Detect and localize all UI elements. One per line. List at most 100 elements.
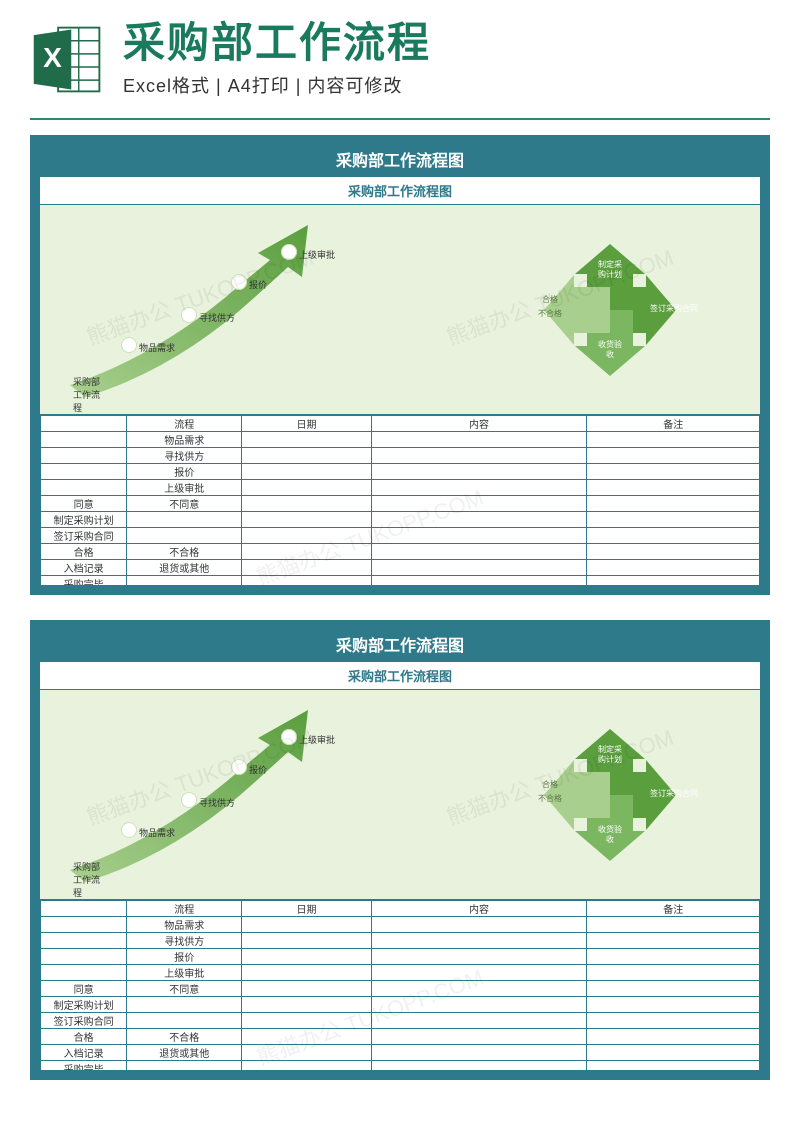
table-cell <box>242 933 371 949</box>
table-cell <box>587 917 760 933</box>
curve-step-label: 报价 <box>249 763 267 776</box>
table-header-cell: 内容 <box>371 416 587 432</box>
curve-step-label: 上级审批 <box>299 733 335 746</box>
sheet-title: 采购部工作流程图 <box>39 629 761 662</box>
worksheet: 采购部工作流程图采购部工作流程图 采购部 工作流 程物品需求寻找供方报价上级审批… <box>30 135 770 595</box>
table-row: 物品需求 <box>41 917 760 933</box>
process-table: 流程日期内容备注物品需求寻找供方报价上级审批同意不同意制定采购计划签订采购合同合… <box>40 900 760 1077</box>
table-header-cell: 流程 <box>127 416 242 432</box>
sheet-subtitle: 采购部工作流程图 <box>40 177 760 205</box>
table-cell <box>41 965 127 981</box>
curve-step-label: 物品需求 <box>139 341 175 354</box>
table-row: 签订采购合同 <box>41 1013 760 1029</box>
table-cell <box>242 528 371 544</box>
table-cell <box>127 997 242 1013</box>
table-cell <box>371 997 587 1013</box>
table-cell: 同意 <box>41 496 127 512</box>
table-row: 签订采购合同 <box>41 528 760 544</box>
table-cell <box>587 965 760 981</box>
worksheet: 采购部工作流程图采购部工作流程图 采购部 工作流 程物品需求寻找供方报价上级审批… <box>30 620 770 1080</box>
table-cell <box>587 981 760 997</box>
table-cell: 合格 <box>41 1029 127 1045</box>
curve-step-label: 上级审批 <box>299 248 335 261</box>
table-row: 物品需求 <box>41 432 760 448</box>
table-cell <box>41 917 127 933</box>
table-cell <box>587 560 760 576</box>
cross-arrow-label: 收货验 收 <box>590 340 630 359</box>
table-cell <box>371 917 587 933</box>
table-cell <box>242 480 371 496</box>
table-cell <box>371 512 587 528</box>
table-cell <box>371 1029 587 1045</box>
table-cell <box>127 528 242 544</box>
table-row: 入档记录退货或其他 <box>41 1045 760 1061</box>
table-cell <box>371 965 587 981</box>
table-cell: 退货或其他 <box>127 560 242 576</box>
table-cell <box>127 1061 242 1077</box>
diagram-area: 采购部 工作流 程物品需求寻找供方报价上级审批制定采 购计划签订采购合同收货验 … <box>40 690 760 900</box>
table-cell <box>242 496 371 512</box>
table-cell <box>587 576 760 592</box>
table-cell <box>371 981 587 997</box>
table-cell <box>371 576 587 592</box>
table-cell <box>242 560 371 576</box>
table-row: 同意不同意 <box>41 496 760 512</box>
table-cell: 上级审批 <box>127 965 242 981</box>
table-cell: 签订采购合同 <box>41 1013 127 1029</box>
table-area: 流程日期内容备注物品需求寻找供方报价上级审批同意不同意制定采购计划签订采购合同合… <box>40 415 760 592</box>
table-row: 同意不同意 <box>41 981 760 997</box>
curve-step-label: 采购部 工作流 程 <box>73 860 100 899</box>
table-cell: 上级审批 <box>127 480 242 496</box>
table-cell <box>587 448 760 464</box>
table-cell <box>127 1013 242 1029</box>
table-cell: 报价 <box>127 949 242 965</box>
table-row: 上级审批 <box>41 965 760 981</box>
table-cell: 寻找供方 <box>127 448 242 464</box>
table-header-cell <box>41 416 127 432</box>
table-cell <box>587 544 760 560</box>
table-cell <box>242 464 371 480</box>
curve-step-label: 寻找供方 <box>199 311 235 324</box>
table-cell <box>371 448 587 464</box>
table-cell <box>242 576 371 592</box>
table-cell: 签订采购合同 <box>41 528 127 544</box>
table-cell <box>242 432 371 448</box>
cross-arrow-label: 不合格 <box>530 309 570 319</box>
table-cell: 不合格 <box>127 1029 242 1045</box>
table-area: 流程日期内容备注物品需求寻找供方报价上级审批同意不同意制定采购计划签订采购合同合… <box>40 900 760 1077</box>
table-cell <box>371 560 587 576</box>
header-divider <box>30 118 770 120</box>
table-cell <box>41 480 127 496</box>
svg-text:X: X <box>43 42 62 73</box>
table-cell: 入档记录 <box>41 560 127 576</box>
table-cell: 采购完毕 <box>41 576 127 592</box>
process-table: 流程日期内容备注物品需求寻找供方报价上级审批同意不同意制定采购计划签订采购合同合… <box>40 415 760 592</box>
table-cell <box>587 528 760 544</box>
table-cell: 不同意 <box>127 981 242 997</box>
table-cell: 寻找供方 <box>127 933 242 949</box>
table-cell <box>242 448 371 464</box>
table-row: 采购完毕 <box>41 1061 760 1077</box>
table-cell: 采购完毕 <box>41 1061 127 1077</box>
table-cell <box>371 1061 587 1077</box>
sheet-subtitle: 采购部工作流程图 <box>40 662 760 690</box>
table-row: 寻找供方 <box>41 933 760 949</box>
table-cell <box>242 512 371 528</box>
table-cell <box>242 544 371 560</box>
table-cell <box>41 464 127 480</box>
table-header-cell: 流程 <box>127 901 242 917</box>
cross-arrow-label: 不合格 <box>530 794 570 804</box>
table-row: 合格不合格 <box>41 544 760 560</box>
table-cell <box>242 1029 371 1045</box>
table-cell <box>242 1013 371 1029</box>
curve-step-label: 寻找供方 <box>199 796 235 809</box>
table-cell <box>242 1061 371 1077</box>
table-row: 上级审批 <box>41 480 760 496</box>
cross-arrow-label: 签订采购合同 <box>650 789 690 799</box>
table-cell <box>242 981 371 997</box>
table-cell: 合格 <box>41 544 127 560</box>
table-row: 制定采购计划 <box>41 997 760 1013</box>
table-cell <box>242 949 371 965</box>
cross-arrow-label: 收货验 收 <box>590 825 630 844</box>
table-cell: 同意 <box>41 981 127 997</box>
